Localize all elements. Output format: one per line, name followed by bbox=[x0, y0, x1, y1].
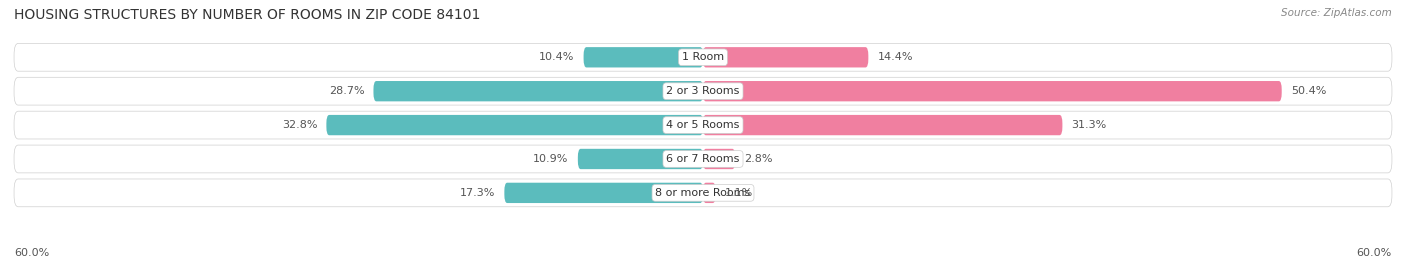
FancyBboxPatch shape bbox=[703, 115, 1063, 135]
Text: 60.0%: 60.0% bbox=[1357, 248, 1392, 258]
FancyBboxPatch shape bbox=[14, 111, 1392, 139]
Text: HOUSING STRUCTURES BY NUMBER OF ROOMS IN ZIP CODE 84101: HOUSING STRUCTURES BY NUMBER OF ROOMS IN… bbox=[14, 8, 481, 22]
FancyBboxPatch shape bbox=[703, 149, 735, 169]
Text: 32.8%: 32.8% bbox=[281, 120, 318, 130]
FancyBboxPatch shape bbox=[703, 183, 716, 203]
Text: 1.1%: 1.1% bbox=[725, 188, 754, 198]
Text: 60.0%: 60.0% bbox=[14, 248, 49, 258]
Text: 28.7%: 28.7% bbox=[329, 86, 364, 96]
Text: 1 Room: 1 Room bbox=[682, 52, 724, 62]
Text: 50.4%: 50.4% bbox=[1291, 86, 1326, 96]
Text: 17.3%: 17.3% bbox=[460, 188, 495, 198]
FancyBboxPatch shape bbox=[578, 149, 703, 169]
Text: 6 or 7 Rooms: 6 or 7 Rooms bbox=[666, 154, 740, 164]
FancyBboxPatch shape bbox=[703, 47, 869, 68]
FancyBboxPatch shape bbox=[703, 81, 1282, 101]
Text: 10.9%: 10.9% bbox=[533, 154, 568, 164]
FancyBboxPatch shape bbox=[326, 115, 703, 135]
Text: 2 or 3 Rooms: 2 or 3 Rooms bbox=[666, 86, 740, 96]
FancyBboxPatch shape bbox=[14, 145, 1392, 173]
Text: 31.3%: 31.3% bbox=[1071, 120, 1107, 130]
Text: 14.4%: 14.4% bbox=[877, 52, 912, 62]
Text: 4 or 5 Rooms: 4 or 5 Rooms bbox=[666, 120, 740, 130]
FancyBboxPatch shape bbox=[14, 179, 1392, 207]
FancyBboxPatch shape bbox=[14, 77, 1392, 105]
FancyBboxPatch shape bbox=[14, 43, 1392, 71]
FancyBboxPatch shape bbox=[583, 47, 703, 68]
Text: 8 or more Rooms: 8 or more Rooms bbox=[655, 188, 751, 198]
Text: 2.8%: 2.8% bbox=[744, 154, 773, 164]
FancyBboxPatch shape bbox=[374, 81, 703, 101]
Text: 10.4%: 10.4% bbox=[538, 52, 575, 62]
FancyBboxPatch shape bbox=[505, 183, 703, 203]
Text: Source: ZipAtlas.com: Source: ZipAtlas.com bbox=[1281, 8, 1392, 18]
